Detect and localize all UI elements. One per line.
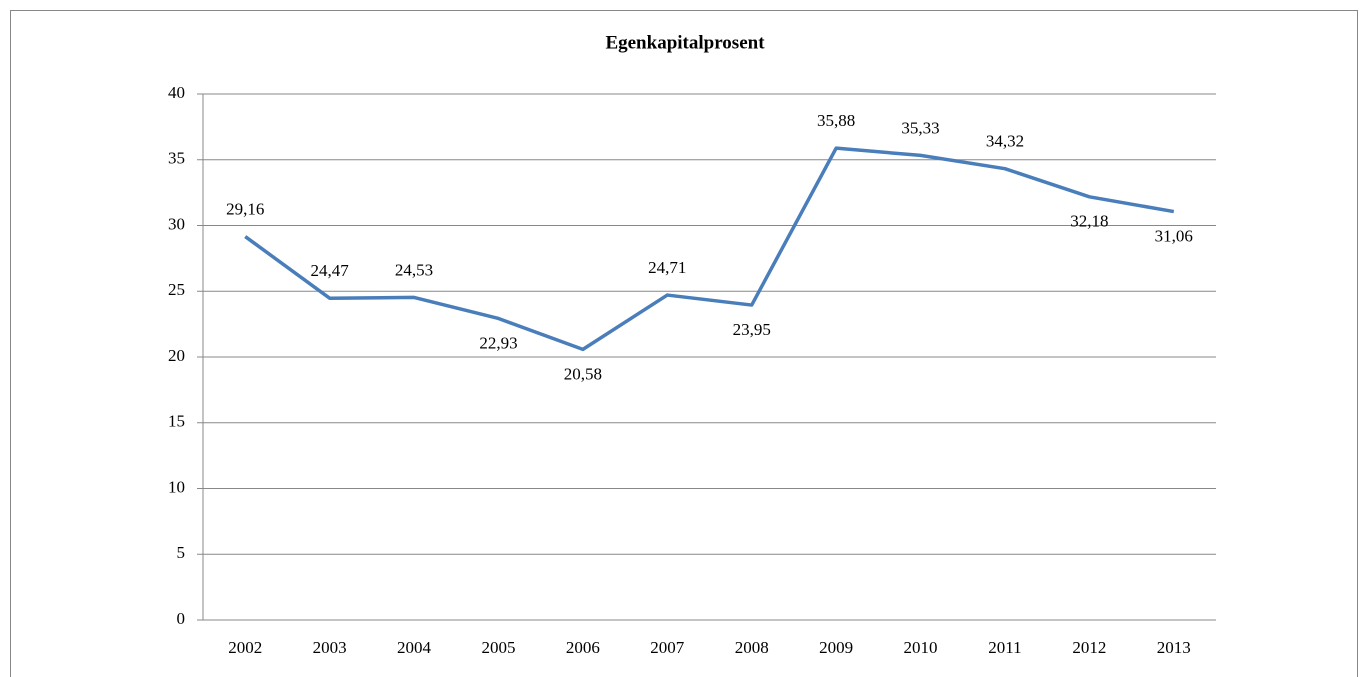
data-label: 22,93 [479,333,517,352]
x-tick-label: 2011 [988,638,1021,657]
chart-frame [10,10,1358,677]
line-series [244,146,1175,352]
x-tick-label: 2009 [819,638,853,657]
y-tick-label: 5 [177,543,186,562]
y-tick-label: 40 [168,83,185,102]
x-tick-label: 2006 [566,638,600,657]
x-tick-label: 2010 [904,638,938,657]
data-label: 35,33 [901,118,939,137]
x-tick-label: 2008 [735,638,769,657]
data-label: 34,32 [986,132,1024,151]
x-tick-label: 2004 [397,638,432,657]
chart-title: Egenkapitalprosent [605,32,765,53]
y-tick-label: 15 [168,412,185,431]
x-tick-label: 2002 [228,638,262,657]
y-tick-label: 10 [168,477,185,496]
data-label: 29,16 [226,199,264,218]
data-label: 32,18 [1070,212,1108,231]
data-label: 23,95 [733,320,771,339]
data-label: 31,06 [1155,226,1193,245]
y-tick-label: 30 [168,214,185,233]
y-tick-label: 35 [168,149,185,168]
y-tick-label: 0 [177,609,186,628]
x-tick-label: 2013 [1157,638,1191,657]
y-tick-label: 25 [168,280,185,299]
data-label: 24,53 [395,260,433,279]
x-tick-label: 2003 [313,638,347,657]
x-tick-label: 2007 [650,638,685,657]
x-tick-label: 2012 [1072,638,1106,657]
x-tick-label: 2005 [481,638,515,657]
data-label: 24,71 [648,258,686,277]
y-tick-label: 20 [168,346,185,365]
data-label: 24,47 [311,261,350,280]
data-label: 20,58 [564,364,602,383]
data-label: 35,88 [817,111,855,130]
